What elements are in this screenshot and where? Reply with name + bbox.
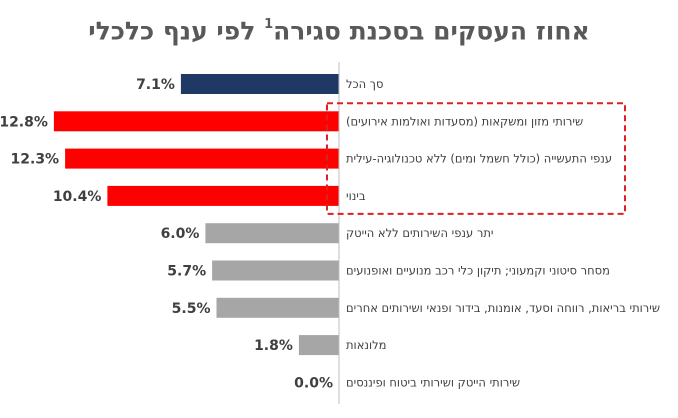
bars-layer — [53, 74, 340, 356]
value-label-8: 0.0% — [294, 375, 333, 391]
bar-6 — [216, 297, 339, 318]
category-label-5: מסחר סיטוני וקמעוני; תיקון כלי רכב מנועי… — [346, 264, 610, 278]
bar-1 — [53, 111, 340, 132]
category-label-4: יתר ענפי השירותים ללא הייטק — [346, 226, 493, 240]
category-label-2: ענפי התעשייה (כולל חשמל ומים) ללא טכנולו… — [346, 152, 612, 166]
bar-3 — [107, 185, 340, 206]
chart-title-text: אחוז העסקים בסכנת סגירה — [273, 16, 590, 46]
value-label-3: 10.4% — [53, 189, 102, 205]
category-label-8: שירותי הייטק ושירותי ביטוח ופיננסים — [346, 375, 520, 389]
chart-title: אחוז העסקים בסכנת סגירה1 לפי ענף כלכלי — [0, 10, 678, 48]
highlight-box — [326, 102, 626, 215]
bar-7 — [298, 335, 339, 356]
value-label-2: 12.3% — [11, 152, 60, 168]
bar-2 — [65, 148, 339, 169]
category-label-7: מלונאות — [346, 338, 386, 352]
value-label-4: 6.0% — [161, 226, 200, 242]
chart-title-superscript: 1 — [264, 17, 274, 32]
category-label-0: סך הכל — [346, 77, 383, 91]
bar-5 — [212, 260, 339, 281]
bar-4 — [205, 223, 339, 244]
value-label-5: 5.7% — [167, 264, 206, 280]
value-label-6: 5.5% — [172, 301, 211, 317]
value-label-7: 1.8% — [254, 338, 293, 354]
labels-layer: 7.1% סך הכל 12.8% שירותי מזון ומשקאות (מסעד… — [0, 77, 660, 391]
value-label-1: 12.8% — [0, 114, 48, 130]
category-label-1: שירותי מזון ומשקאות (מסעדות ואולמות אירו… — [346, 114, 583, 128]
bar-0 — [180, 74, 339, 94]
category-label-3: בינוי — [346, 189, 366, 203]
value-label-0: 7.1% — [136, 77, 175, 93]
category-label-6: שירותי בריאות, רווחה וסעד, אומנות, בידור… — [346, 301, 660, 315]
chart-title-suffix: לפי ענף כלכלי — [88, 16, 256, 46]
